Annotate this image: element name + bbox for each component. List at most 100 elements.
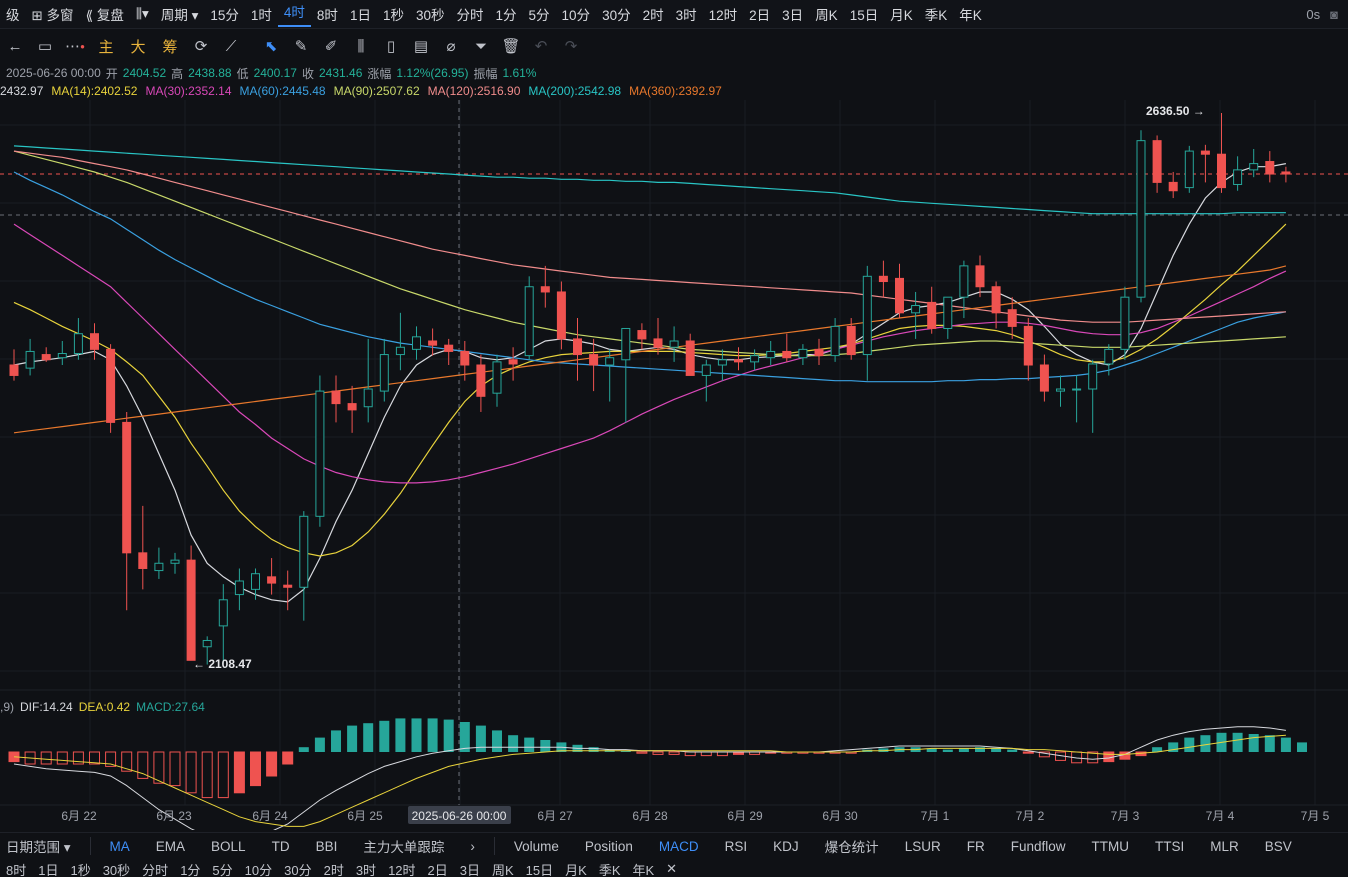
candle — [267, 558, 277, 595]
sub-indicator-tab[interactable]: MACD — [658, 838, 699, 854]
sub-indicator-tab[interactable]: Volume — [513, 838, 559, 854]
note-icon[interactable]: ▤ — [413, 38, 429, 55]
bottom-period-item[interactable]: 季K — [598, 862, 621, 877]
main-indicator-tab[interactable]: TD — [271, 838, 290, 854]
sub-indicator-tab[interactable]: TTMU — [1091, 838, 1129, 854]
trash-icon[interactable]: 🗑 — [501, 38, 521, 55]
bottom-period-item[interactable]: 年K — [632, 862, 655, 877]
brush-icon[interactable]: ⌀ — [446, 38, 456, 55]
period-item[interactable]: ⟪ 复盘 — [85, 8, 124, 23]
period-item[interactable]: 30秒 — [415, 8, 445, 23]
period-item[interactable]: 分时 — [456, 8, 484, 23]
chips-button[interactable]: 筹 — [162, 38, 178, 56]
date-range-dropdown[interactable]: 日期范围 ▾ — [6, 840, 71, 855]
pen-icon[interactable]: ✐ — [324, 38, 338, 55]
main-indicator-tab[interactable]: EMA — [155, 838, 186, 854]
chart-type-icon[interactable]: ⫼▾ — [135, 6, 149, 21]
bottom-period-item[interactable]: 15日 — [525, 862, 554, 877]
low-label: 低 — [236, 66, 249, 81]
period-item[interactable]: 级 — [6, 8, 20, 23]
period-item[interactable]: 1时 — [250, 8, 272, 23]
period-item[interactable]: 30分 — [602, 8, 631, 23]
period-item[interactable]: 周期 ▾ — [160, 8, 199, 23]
sub-indicator-tab[interactable]: FR — [966, 838, 985, 854]
rectangle-icon[interactable]: ▭ — [37, 38, 53, 55]
period-item[interactable]: 15分 — [210, 8, 239, 23]
period-item[interactable]: 12时 — [708, 8, 738, 23]
sub-indicator-tab[interactable]: Fundflow — [1010, 838, 1066, 854]
bottom-period-item[interactable]: 2时 — [323, 862, 344, 877]
main-indicator-tab[interactable]: BBI — [315, 838, 338, 854]
sub-indicator-tab[interactable]: 爆仓统计 — [824, 840, 879, 855]
main-indicator-tab[interactable]: MA — [109, 838, 130, 854]
period-item[interactable]: 5分 — [528, 8, 550, 23]
ma-line — [13, 223, 1287, 484]
bottom-period-item[interactable]: 5分 — [212, 862, 233, 877]
divider — [493, 837, 495, 855]
period-item[interactable]: ⊞ 多窗 — [31, 8, 74, 23]
macd-bar — [1280, 737, 1291, 752]
main-indicator-tab[interactable]: 主力大单跟踪 — [363, 840, 445, 855]
large-order-button[interactable]: 大 — [130, 38, 146, 56]
bottom-period-item[interactable]: 30分 — [284, 862, 312, 877]
ruler-off-icon[interactable]: ⟋ — [225, 37, 237, 55]
candle — [9, 349, 19, 381]
bottom-period-item[interactable]: 8时 — [6, 862, 27, 877]
period-item[interactable]: 2日 — [749, 8, 771, 23]
more-icon[interactable]: ⋯ ● — [65, 38, 85, 55]
period-item[interactable]: 3时 — [675, 8, 697, 23]
bottom-period-item[interactable]: 30秒 — [102, 862, 131, 877]
sub-indicator-tab[interactable]: Position — [584, 838, 633, 854]
period-item[interactable]: 1分 — [495, 8, 517, 23]
close-icon[interactable]: ✕ — [666, 861, 678, 876]
period-item[interactable]: 1秒 — [382, 8, 404, 23]
filter-icon[interactable]: ⏷ — [474, 37, 487, 55]
period-item[interactable]: 10分 — [561, 8, 591, 23]
sub-indicator-tab[interactable]: BSV — [1264, 838, 1292, 854]
candle — [1184, 145, 1194, 193]
undo-icon[interactable]: ↶ — [534, 38, 548, 55]
bottom-period-item[interactable]: 10分 — [244, 862, 273, 877]
magnet-icon[interactable]: ⟳ — [194, 38, 208, 55]
chevron-right-icon[interactable]: › — [470, 838, 475, 854]
bottom-period-item[interactable]: 1分 — [180, 862, 201, 877]
redo-icon[interactable]: ↷ — [564, 38, 578, 55]
price-chart[interactable]: 2636.50 → ← 2108.47 6月 22 6月 23 6月 24 6月 25 20… — [0, 0, 1348, 830]
lock-icon[interactable]: ▯ — [386, 38, 396, 55]
camera-icon[interactable]: ◙ — [1330, 6, 1338, 22]
candle — [927, 286, 937, 334]
macd-bar — [40, 751, 52, 765]
sub-indicator-tab[interactable]: MLR — [1210, 838, 1239, 854]
cursor-icon[interactable]: ⬉ — [264, 38, 278, 55]
bottom-period-item[interactable]: 12时 — [388, 862, 416, 877]
main-indicator-tab[interactable]: BOLL — [211, 838, 246, 854]
sub-indicator-tab[interactable]: LSUR — [904, 838, 941, 854]
arrow-left-icon[interactable]: ← — [7, 37, 23, 55]
sub-indicator-tab[interactable]: KDJ — [773, 838, 799, 854]
period-item[interactable]: 15日 — [849, 8, 879, 23]
sub-indicator-tab[interactable]: TTSI — [1154, 838, 1185, 854]
period-item[interactable]: 8时 — [316, 8, 338, 23]
bottom-period-item[interactable]: 1日 — [38, 862, 59, 877]
bottom-period-item[interactable]: 2日 — [427, 862, 448, 877]
candle — [1249, 149, 1259, 178]
period-item[interactable]: 2时 — [642, 8, 664, 23]
period-item[interactable]: 周K — [815, 8, 838, 23]
period-item[interactable]: 季K — [924, 8, 948, 23]
sub-indicator-tab[interactable]: RSI — [724, 838, 748, 854]
main-indicator-button[interactable]: 主 — [98, 38, 114, 56]
period-item[interactable]: 1日 — [349, 8, 371, 23]
period-item[interactable]: 月K — [890, 8, 913, 23]
period-item[interactable]: 4时 — [277, 1, 311, 27]
bottom-period-item[interactable]: 月K — [565, 862, 587, 877]
bottom-period-item[interactable]: 分时 — [142, 862, 169, 877]
period-item[interactable]: 年K — [959, 8, 982, 23]
bottom-period-item[interactable]: 3时 — [355, 862, 377, 877]
candle — [605, 349, 615, 402]
candles-icon[interactable]: ⫼ — [357, 37, 365, 55]
bottom-period-item[interactable]: 1秒 — [70, 862, 91, 877]
bottom-period-item[interactable]: 周K — [492, 862, 514, 877]
period-item[interactable]: 3日 — [782, 8, 804, 23]
ruler-icon[interactable]: ✎ — [294, 38, 308, 55]
bottom-period-item[interactable]: 3日 — [459, 862, 480, 877]
